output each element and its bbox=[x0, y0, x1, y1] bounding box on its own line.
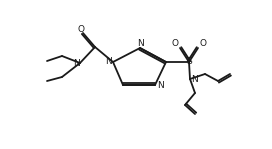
Text: N: N bbox=[73, 59, 79, 67]
Text: S: S bbox=[186, 58, 192, 66]
Text: O: O bbox=[78, 24, 85, 34]
Text: N: N bbox=[105, 58, 111, 66]
Text: O: O bbox=[172, 39, 178, 49]
Text: O: O bbox=[199, 39, 206, 49]
Text: N: N bbox=[191, 76, 197, 84]
Text: N: N bbox=[137, 39, 143, 48]
Text: N: N bbox=[157, 82, 163, 90]
